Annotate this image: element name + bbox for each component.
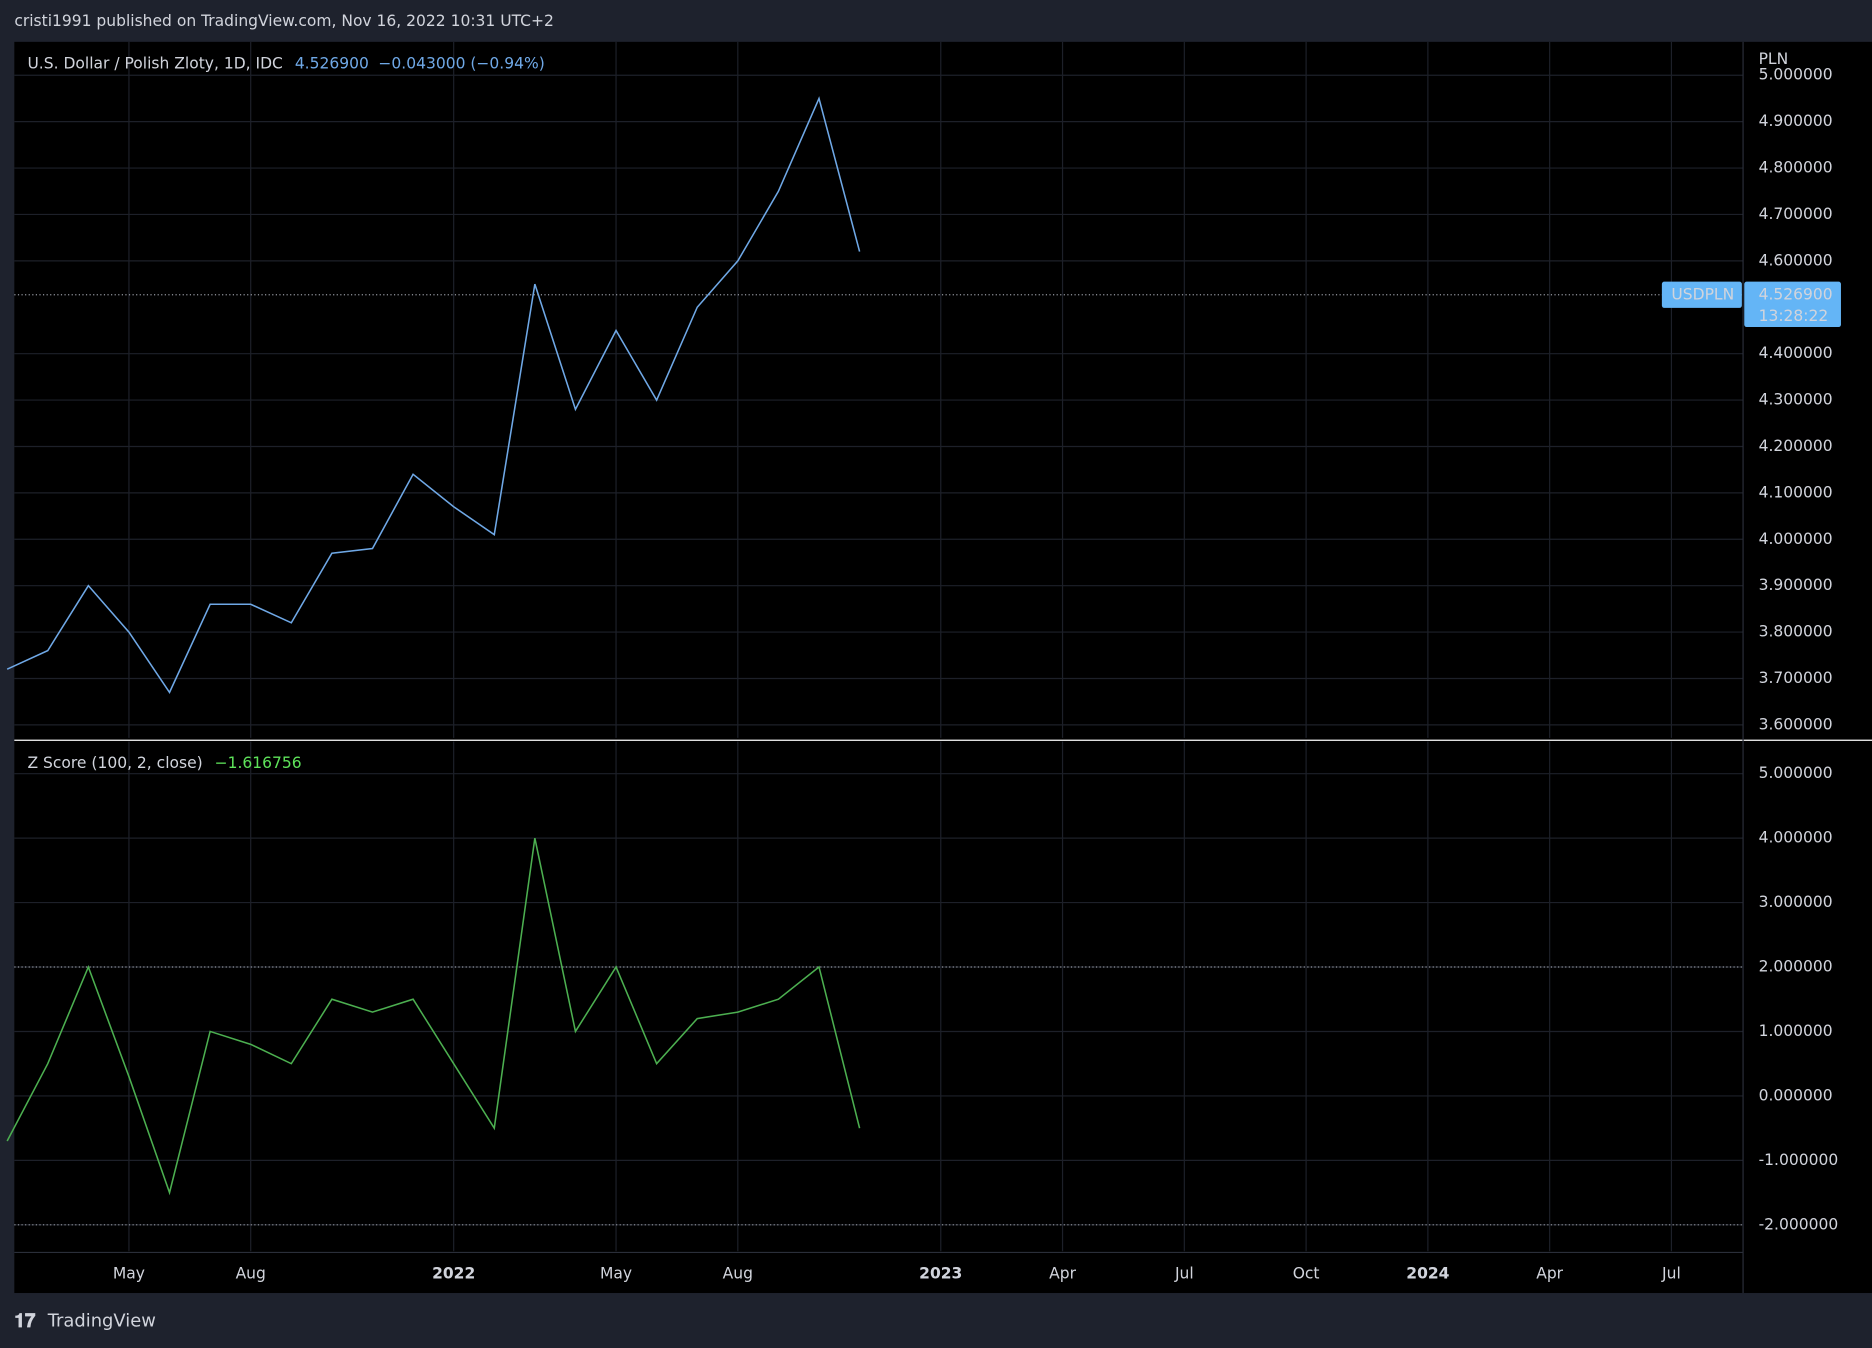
x-tick-label: 2022 [432,1264,475,1282]
series-line [6,837,861,1196]
y-tick-label: 2.000000 [1759,958,1833,976]
price-label: 4.526900 [1759,285,1833,303]
y-tick-label: 4.000000 [1759,829,1833,847]
y-tick-label: 4.300000 [1759,391,1833,409]
legend-change: −0.043000 (−0.94%) [378,54,544,72]
price-badge [1744,281,1841,328]
brand: TradingView [47,1311,156,1332]
x-tick-label: May [113,1264,145,1282]
series-line [6,96,861,694]
y-tick-label: 3.800000 [1759,623,1833,641]
symbol-badge [1661,281,1742,308]
x-tick-label: Aug [236,1264,266,1282]
y-tick-label: 4.900000 [1759,112,1833,130]
y-axis-label: PLN [1759,50,1789,68]
countdown: 13:28:22 [1759,307,1829,325]
y-tick-label: -1.000000 [1759,1151,1839,1169]
legend: Z Score (100, 2, close) −1.616756 [27,753,301,771]
y-tick-label: 3.000000 [1759,893,1833,911]
plot-area [14,41,1872,1294]
x-tick-label: Jul [1661,1264,1681,1282]
symbol-label: USDPLN [1671,285,1734,303]
y-tick-label: 3.600000 [1759,715,1833,733]
x-tick-label: Jul [1174,1264,1194,1282]
legend: U.S. Dollar / Polish Zloty, 1D, IDC 4.526… [27,54,544,72]
legend-value: 4.526900 [295,54,369,72]
x-tick-label: Apr [1536,1264,1563,1282]
y-tick-label: 4.400000 [1759,344,1833,362]
logo: 𝟏𝟕 [14,1309,36,1332]
y-tick-label: 4.700000 [1759,205,1833,223]
x-tick-label: May [600,1264,632,1282]
y-tick-label: 5.000000 [1759,764,1833,782]
y-tick-label: 4.000000 [1759,530,1833,548]
x-tick-label: Aug [723,1264,753,1282]
y-tick-label: 1.000000 [1759,1022,1833,1040]
y-tick-label: 3.900000 [1759,576,1833,594]
legend-value: −1.616756 [215,753,302,771]
header-text: cristi1991 published on TradingView.com,… [14,12,554,30]
legend-name: U.S. Dollar / Polish Zloty, 1D, IDC [27,54,282,72]
y-tick-label: 5.000000 [1759,66,1833,84]
x-tick-label: Oct [1293,1264,1320,1282]
y-tick-label: 3.700000 [1759,669,1833,687]
y-tick-label: 4.200000 [1759,437,1833,455]
y-tick-label: -2.000000 [1759,1215,1839,1233]
y-tick-label: 4.100000 [1759,483,1833,501]
legend-name: Z Score (100, 2, close) [27,753,202,771]
x-tick-label: Apr [1049,1264,1076,1282]
x-tick-label: 2023 [919,1264,962,1282]
y-tick-label: 4.800000 [1759,159,1833,177]
y-tick-label: 0.000000 [1759,1086,1833,1104]
y-tick-label: 4.600000 [1759,251,1833,269]
x-tick-label: 2024 [1406,1264,1449,1282]
